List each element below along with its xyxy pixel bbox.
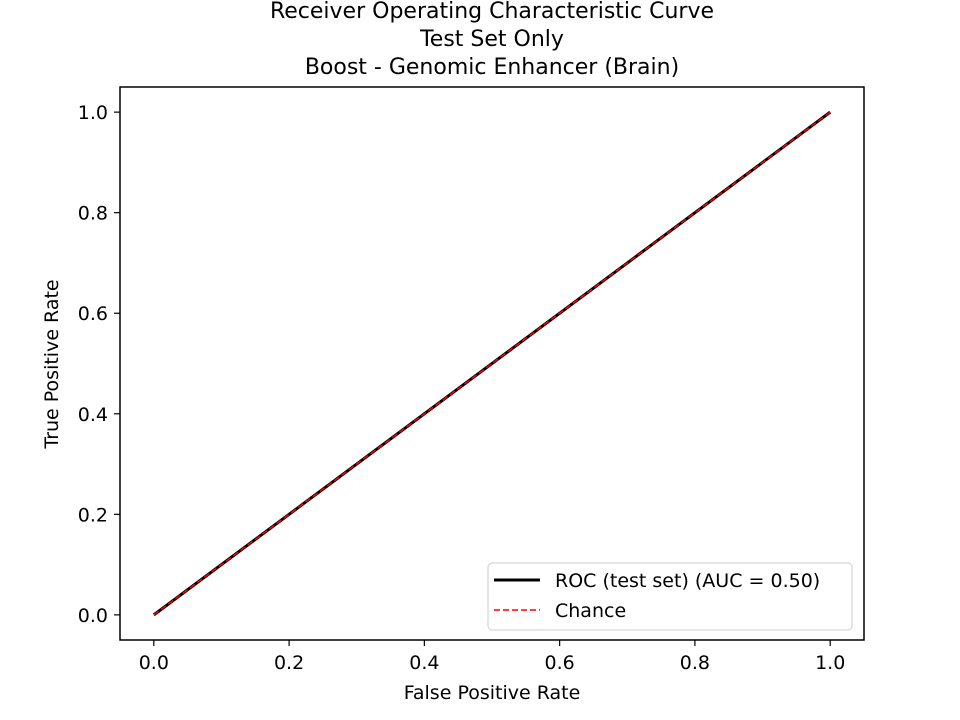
x-tick-label: 0.2 (274, 652, 304, 674)
legend: ROC (test set) (AUC = 0.50) Chance (487, 562, 853, 631)
chart-title: Receiver Operating Characteristic Curve … (270, 0, 714, 80)
legend-label-chance: Chance (555, 600, 626, 622)
y-tick-label: 0.8 (78, 203, 108, 225)
x-tick-label: 0.4 (409, 652, 439, 674)
x-tick-label: 0.0 (139, 652, 169, 674)
y-tick-label: 1.0 (78, 102, 108, 124)
x-axis-ticks: 0.0 0.2 0.4 0.6 0.8 1.0 (139, 640, 845, 674)
chance-line (153, 111, 831, 616)
y-tick-label: 0.6 (78, 303, 108, 325)
y-tick-label: 0.4 (78, 404, 108, 426)
y-tick-label: 0.0 (78, 605, 108, 627)
chart-title-line-3: Boost - Genomic Enhancer (Brain) (305, 55, 679, 80)
axes-frame (119, 86, 865, 641)
y-tick-label: 0.2 (78, 504, 108, 526)
legend-label-roc: ROC (test set) (AUC = 0.50) (555, 570, 820, 592)
x-tick-label: 1.0 (815, 652, 845, 674)
x-tick-label: 0.8 (680, 652, 710, 674)
legend-box (487, 562, 853, 631)
series-lines (152, 110, 832, 617)
x-tick-label: 0.6 (545, 652, 575, 674)
chart-title-line-2: Test Set Only (419, 27, 564, 52)
x-axis-label: False Positive Rate (404, 682, 581, 704)
chart-title-line-1: Receiver Operating Characteristic Curve (270, 0, 714, 24)
y-axis-ticks: 0.0 0.2 0.4 0.6 0.8 1.0 (78, 102, 120, 627)
y-axis-label: True Positive Rate (41, 279, 63, 449)
